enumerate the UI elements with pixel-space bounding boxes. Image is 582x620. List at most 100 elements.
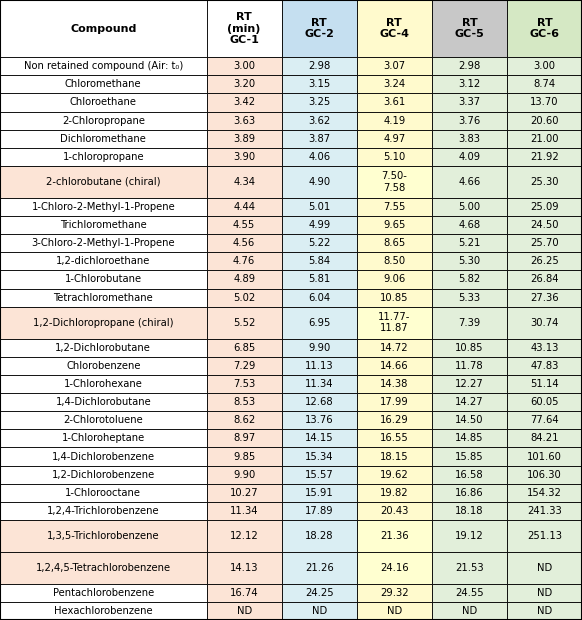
Text: 101.60: 101.60 — [527, 451, 562, 461]
Bar — [282, 112, 357, 130]
Text: 18.18: 18.18 — [455, 506, 484, 516]
Bar — [0, 75, 207, 94]
Bar — [432, 484, 507, 502]
Bar — [357, 148, 432, 166]
Bar — [507, 602, 582, 620]
Bar — [207, 0, 282, 57]
Bar — [207, 552, 282, 583]
Bar — [0, 94, 207, 112]
Text: 4.56: 4.56 — [233, 238, 255, 248]
Bar — [282, 216, 357, 234]
Bar — [207, 466, 282, 484]
Bar — [507, 393, 582, 411]
Bar — [0, 552, 207, 583]
Bar — [432, 429, 507, 448]
Text: 106.30: 106.30 — [527, 470, 562, 480]
Bar — [432, 288, 507, 307]
Text: 3.20: 3.20 — [233, 79, 255, 89]
Bar — [207, 520, 282, 552]
Bar — [432, 148, 507, 166]
Text: 241.33: 241.33 — [527, 506, 562, 516]
Text: 11.78: 11.78 — [455, 361, 484, 371]
Bar — [0, 166, 207, 198]
Text: 47.83: 47.83 — [530, 361, 559, 371]
Text: 4.76: 4.76 — [233, 256, 255, 267]
Text: 154.32: 154.32 — [527, 488, 562, 498]
Text: 13.70: 13.70 — [530, 97, 559, 107]
Text: Chlorobenzene: Chlorobenzene — [66, 361, 141, 371]
Text: 15.91: 15.91 — [305, 488, 333, 498]
Text: 1,2,4,5-Tetrachlorobenzene: 1,2,4,5-Tetrachlorobenzene — [36, 563, 171, 573]
Text: ND: ND — [311, 606, 327, 616]
Bar — [282, 466, 357, 484]
Bar — [507, 356, 582, 375]
Bar — [282, 57, 357, 75]
Bar — [357, 112, 432, 130]
Text: 25.30: 25.30 — [530, 177, 559, 187]
Bar — [0, 130, 207, 148]
Text: 26.84: 26.84 — [530, 275, 559, 285]
Text: 2-chlorobutane (chiral): 2-chlorobutane (chiral) — [46, 177, 161, 187]
Bar — [432, 112, 507, 130]
Bar — [0, 356, 207, 375]
Text: 1-Chlorooctane: 1-Chlorooctane — [65, 488, 141, 498]
Text: RT
(min)
GC-1: RT (min) GC-1 — [228, 12, 261, 45]
Text: 4.09: 4.09 — [458, 152, 481, 162]
Text: 3.76: 3.76 — [458, 115, 481, 126]
Bar — [357, 484, 432, 502]
Bar — [507, 339, 582, 356]
Bar — [282, 0, 357, 57]
Text: Trichloromethane: Trichloromethane — [60, 220, 147, 230]
Text: 9.06: 9.06 — [383, 275, 406, 285]
Bar — [432, 252, 507, 270]
Bar — [357, 583, 432, 602]
Bar — [357, 130, 432, 148]
Bar — [357, 166, 432, 198]
Text: 8.74: 8.74 — [533, 79, 556, 89]
Text: 25.09: 25.09 — [530, 202, 559, 212]
Text: 5.02: 5.02 — [233, 293, 255, 303]
Text: 1-Chlorobutane: 1-Chlorobutane — [65, 275, 142, 285]
Text: 14.15: 14.15 — [305, 433, 333, 443]
Bar — [207, 307, 282, 339]
Bar — [282, 148, 357, 166]
Text: 4.99: 4.99 — [308, 220, 331, 230]
Bar — [357, 234, 432, 252]
Bar — [432, 57, 507, 75]
Bar — [207, 356, 282, 375]
Text: 10.27: 10.27 — [230, 488, 258, 498]
Text: 7.50-
7.58: 7.50- 7.58 — [381, 171, 407, 193]
Bar — [507, 288, 582, 307]
Text: 15.34: 15.34 — [305, 451, 333, 461]
Text: 15.85: 15.85 — [455, 451, 484, 461]
Text: 1-chloropropane: 1-chloropropane — [62, 152, 144, 162]
Text: 5.82: 5.82 — [458, 275, 481, 285]
Bar — [207, 411, 282, 429]
Text: 9.90: 9.90 — [233, 470, 255, 480]
Text: 3.00: 3.00 — [233, 61, 255, 71]
Text: 19.82: 19.82 — [380, 488, 409, 498]
Text: RT
GC-4: RT GC-4 — [379, 18, 409, 39]
Text: 17.99: 17.99 — [380, 397, 409, 407]
Text: 18.28: 18.28 — [305, 531, 333, 541]
Text: 3.61: 3.61 — [383, 97, 406, 107]
Text: Hexachlorobenzene: Hexachlorobenzene — [54, 606, 152, 616]
Text: 1,2-Dichloropropane (chiral): 1,2-Dichloropropane (chiral) — [33, 317, 173, 327]
Text: 77.64: 77.64 — [530, 415, 559, 425]
Text: RT
GC-6: RT GC-6 — [530, 18, 559, 39]
Text: Chloromethane: Chloromethane — [65, 79, 141, 89]
Bar — [507, 57, 582, 75]
Text: 6.95: 6.95 — [308, 317, 331, 327]
Text: 3.90: 3.90 — [233, 152, 255, 162]
Bar — [0, 602, 207, 620]
Text: 3.00: 3.00 — [534, 61, 555, 71]
Text: ND: ND — [462, 606, 477, 616]
Text: 7.55: 7.55 — [383, 202, 406, 212]
Bar — [207, 583, 282, 602]
Bar — [207, 57, 282, 75]
Bar — [207, 75, 282, 94]
Bar — [0, 484, 207, 502]
Bar — [207, 602, 282, 620]
Bar — [207, 270, 282, 288]
Text: 21.92: 21.92 — [530, 152, 559, 162]
